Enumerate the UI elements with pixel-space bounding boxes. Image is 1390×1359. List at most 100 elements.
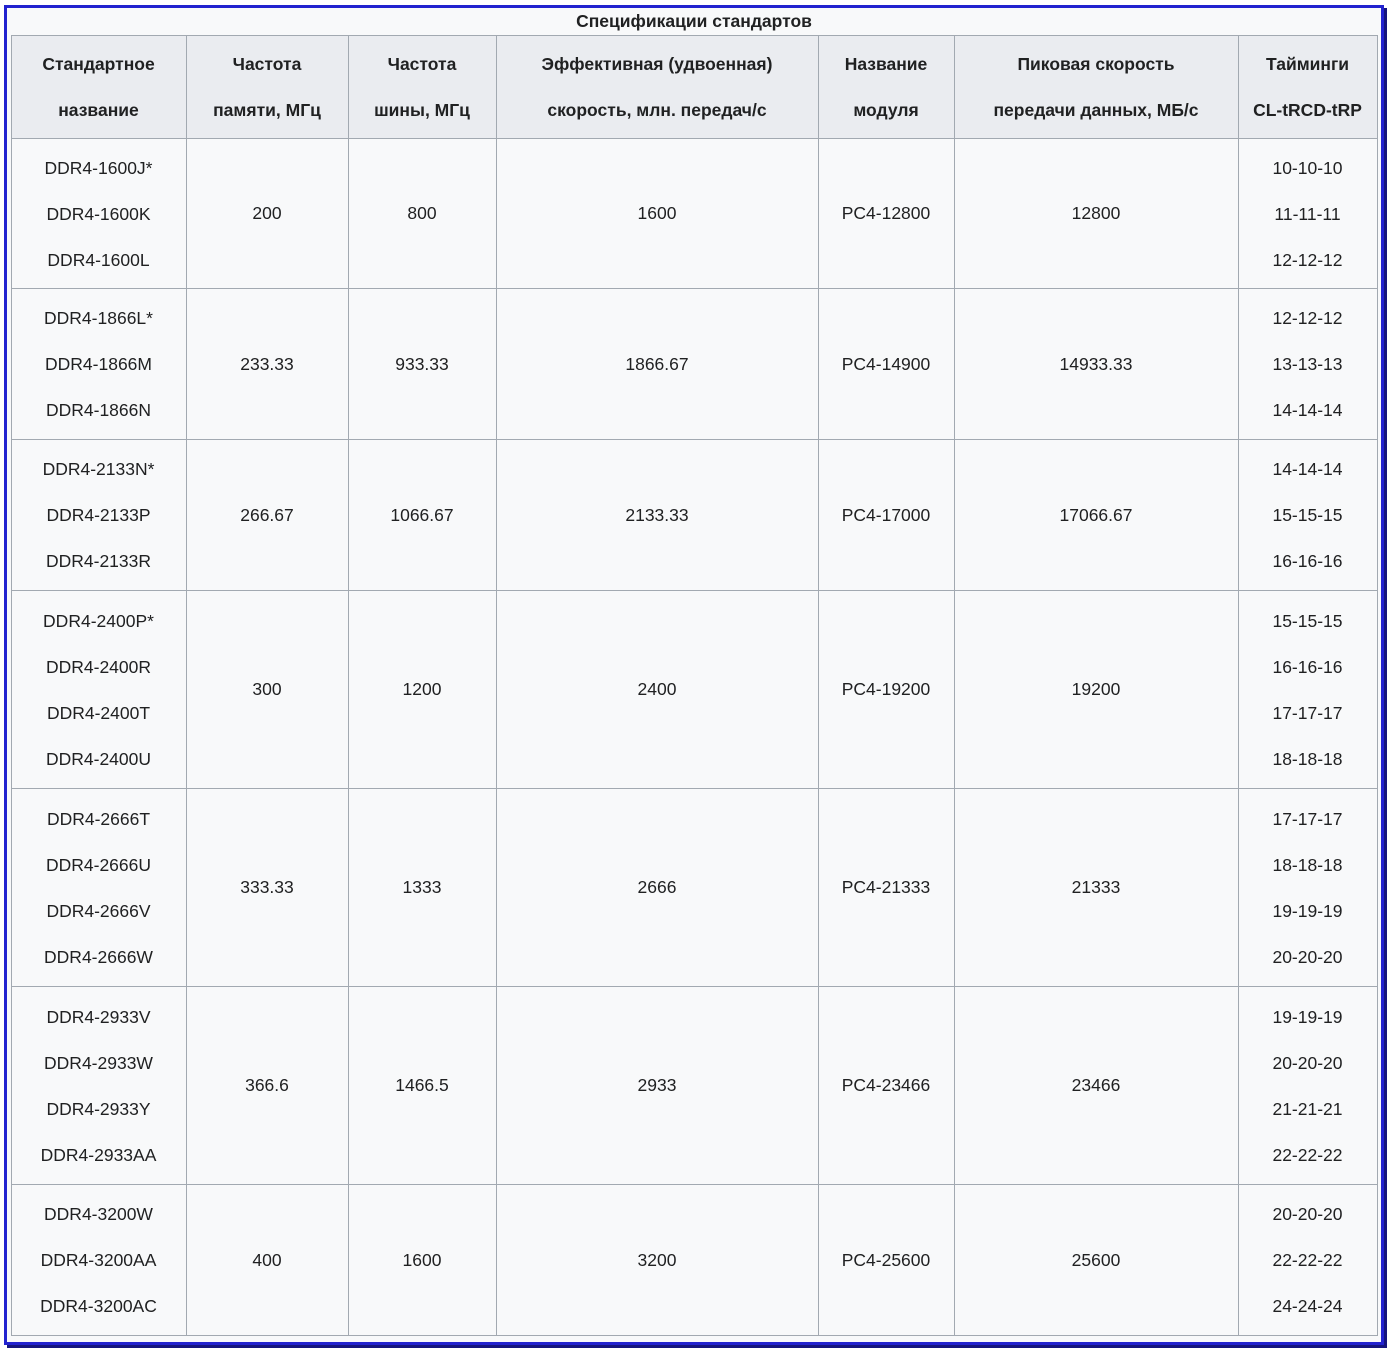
module-name-cell: PC4-19200 [817, 590, 955, 789]
header-standard-name: Стандартное название [10, 35, 187, 139]
timing-line: 20-20-20 [1272, 946, 1343, 967]
timing-line: 12-12-12 [1272, 308, 1343, 328]
standard-name-line: DDR4-3200AC [40, 1296, 157, 1316]
table-row: DDR4-1600J* DDR4-1600K DDR4-1600L 200 80… [10, 138, 1378, 289]
header-peak-transfer-rate: Пиковая скорость передачи данных, МБ/с [953, 35, 1239, 139]
timings-cell: 15-15-15 16-16-16 17-17-17 18-18-18 [1237, 590, 1378, 789]
module-name-cell: PC4-17000 [817, 439, 955, 591]
standard-name-line: DDR4-2133N* [42, 459, 155, 479]
memory-frequency-cell: 300 [185, 590, 349, 789]
effective-speed-cell: 2133.33 [495, 439, 819, 591]
header-line: Название [844, 54, 928, 74]
standard-names-cell: DDR4-2933V DDR4-2933W DDR4-2933Y DDR4-29… [10, 986, 187, 1185]
header-module-name: Название модуля [817, 35, 955, 139]
ddr4-specs-table: Стандартное название Частота памяти, МГц… [10, 35, 1378, 1336]
timing-line: 10-10-10 [1272, 157, 1343, 178]
timing-line: 14-14-14 [1272, 459, 1343, 479]
timings-cell: 10-10-10 11-11-11 12-12-12 [1237, 138, 1378, 289]
timings-cell: 14-14-14 15-15-15 16-16-16 [1237, 439, 1378, 591]
header-line: CL-tRCD-tRP [1253, 100, 1362, 120]
standard-name-line: DDR4-3200W [44, 1204, 153, 1224]
standard-name-line: DDR4-2666U [45, 854, 152, 875]
bus-frequency-cell: 933.33 [347, 288, 497, 440]
peak-transfer-rate-cell: 17066.67 [953, 439, 1239, 591]
standard-name-line: DDR4-1866M [45, 354, 152, 374]
standard-name-line: DDR4-1600L [47, 249, 150, 270]
memory-frequency-cell: 366.6 [185, 986, 349, 1185]
table-row: DDR4-1866L* DDR4-1866M DDR4-1866N 233.33… [10, 288, 1378, 440]
table-row: DDR4-2133N* DDR4-2133P DDR4-2133R 266.67… [10, 439, 1378, 591]
header-line: название [58, 100, 139, 120]
standard-name-line: DDR4-2666V [46, 900, 151, 921]
module-name-cell: PC4-14900 [817, 288, 955, 440]
standard-name-line: DDR4-2933Y [46, 1098, 151, 1119]
timing-line: 19-19-19 [1272, 900, 1343, 921]
peak-transfer-rate-cell: 23466 [953, 986, 1239, 1185]
effective-speed-cell: 2666 [495, 788, 819, 987]
timing-line: 22-22-22 [1272, 1144, 1343, 1165]
module-name-cell: PC4-23466 [817, 986, 955, 1185]
timings-cell: 17-17-17 18-18-18 19-19-19 20-20-20 [1237, 788, 1378, 987]
bus-frequency-cell: 1200 [347, 590, 497, 789]
header-line: модуля [853, 100, 919, 120]
peak-transfer-rate-cell: 19200 [953, 590, 1239, 789]
timing-line: 19-19-19 [1272, 1006, 1343, 1027]
bus-frequency-cell: 1466.5 [347, 986, 497, 1185]
timing-line: 11-11-11 [1274, 203, 1341, 224]
module-name-cell: PC4-21333 [817, 788, 955, 987]
peak-transfer-rate-cell: 14933.33 [953, 288, 1239, 440]
table-row: DDR4-2400P* DDR4-2400R DDR4-2400T DDR4-2… [10, 590, 1378, 789]
header-line: Эффективная (удвоенная) [541, 54, 773, 74]
timing-line: 20-20-20 [1272, 1204, 1343, 1224]
effective-speed-cell: 3200 [495, 1184, 819, 1336]
timing-line: 22-22-22 [1272, 1250, 1343, 1270]
module-name-cell: PC4-12800 [817, 138, 955, 289]
timing-line: 16-16-16 [1272, 656, 1343, 677]
bus-frequency-cell: 1600 [347, 1184, 497, 1336]
standard-name-line: DDR4-2666T [46, 808, 151, 829]
standard-name-line: DDR4-3200AA [40, 1250, 157, 1270]
module-name-cell: PC4-25600 [817, 1184, 955, 1336]
timing-line: 16-16-16 [1272, 551, 1343, 571]
standard-names-cell: DDR4-2133N* DDR4-2133P DDR4-2133R [10, 439, 187, 591]
header-effective-speed: Эффективная (удвоенная) скорость, млн. п… [495, 35, 819, 139]
effective-speed-cell: 1600 [495, 138, 819, 289]
standard-name-line: DDR4-2400P* [43, 610, 154, 631]
timing-line: 12-12-12 [1272, 249, 1343, 270]
timing-line: 21-21-21 [1272, 1098, 1343, 1119]
peak-transfer-rate-cell: 12800 [953, 138, 1239, 289]
standard-names-cell: DDR4-1600J* DDR4-1600K DDR4-1600L [10, 138, 187, 289]
peak-transfer-rate-cell: 21333 [953, 788, 1239, 987]
timing-line: 15-15-15 [1272, 505, 1343, 525]
memory-frequency-cell: 233.33 [185, 288, 349, 440]
standard-name-line: DDR4-2933W [44, 1052, 153, 1073]
table-header-row: Стандартное название Частота памяти, МГц… [10, 35, 1378, 139]
standard-names-cell: DDR4-2666T DDR4-2666U DDR4-2666V DDR4-26… [10, 788, 187, 987]
memory-frequency-cell: 266.67 [185, 439, 349, 591]
timing-line: 18-18-18 [1272, 748, 1343, 769]
standard-name-line: DDR4-2400U [45, 748, 152, 769]
page-title: Спецификации стандартов [576, 11, 812, 31]
standard-name-line: DDR4-1600J* [44, 157, 153, 178]
header-line: Частота [387, 54, 457, 74]
timings-cell: 12-12-12 13-13-13 14-14-14 [1237, 288, 1378, 440]
timing-line: 13-13-13 [1272, 354, 1343, 374]
memory-frequency-cell: 333.33 [185, 788, 349, 987]
memory-frequency-cell: 200 [185, 138, 349, 289]
effective-speed-cell: 1866.67 [495, 288, 819, 440]
bus-frequency-cell: 800 [347, 138, 497, 289]
header-line: Пиковая скорость [1017, 54, 1175, 74]
header-line: шины, МГц [374, 100, 470, 120]
table-row: DDR4-3200W DDR4-3200AA DDR4-3200AC 400 1… [10, 1184, 1378, 1336]
timings-cell: 19-19-19 20-20-20 21-21-21 22-22-22 [1237, 986, 1378, 1185]
timing-line: 18-18-18 [1272, 854, 1343, 875]
header-line: передачи данных, МБ/с [993, 100, 1199, 120]
header-bus-frequency: Частота шины, МГц [347, 35, 497, 139]
standard-name-line: DDR4-2933V [46, 1006, 151, 1027]
timing-line: 20-20-20 [1272, 1052, 1343, 1073]
standard-name-line: DDR4-2400R [45, 656, 152, 677]
standard-name-line: DDR4-2933AA [40, 1144, 157, 1165]
header-line: памяти, МГц [213, 100, 321, 120]
screenshot-frame: Спецификации стандартов Стандартное назв… [4, 5, 1384, 1345]
header-line: Стандартное [42, 54, 155, 74]
